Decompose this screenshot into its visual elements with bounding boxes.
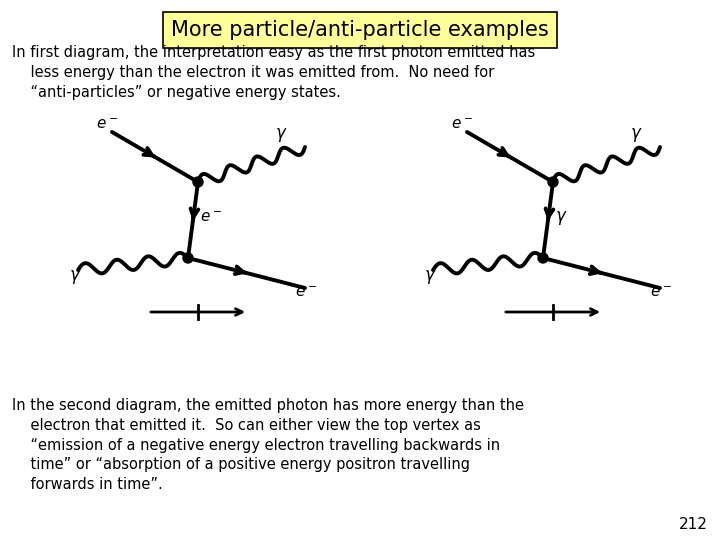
Circle shape — [548, 177, 558, 187]
Circle shape — [193, 177, 203, 187]
Text: $\gamma$: $\gamma$ — [69, 268, 82, 286]
Text: $e^-$: $e^-$ — [650, 285, 672, 300]
Text: More particle/anti-particle examples: More particle/anti-particle examples — [171, 20, 549, 40]
Circle shape — [538, 253, 548, 263]
Text: $\gamma$: $\gamma$ — [424, 268, 437, 286]
Text: In first diagram, the interpretation easy as the first photon emitted has
    le: In first diagram, the interpretation eas… — [12, 45, 535, 99]
Text: In the second diagram, the emitted photon has more energy than the
    electron : In the second diagram, the emitted photo… — [12, 398, 524, 492]
Text: $e^-$: $e^-$ — [295, 285, 317, 300]
Text: $e^-$: $e^-$ — [200, 211, 222, 226]
Text: $\gamma$: $\gamma$ — [275, 126, 287, 144]
Text: 212: 212 — [679, 517, 708, 532]
Text: $\gamma$: $\gamma$ — [555, 209, 567, 227]
Text: $\gamma$: $\gamma$ — [630, 126, 642, 144]
Text: $e^-$: $e^-$ — [451, 117, 473, 132]
Text: $e^-$: $e^-$ — [96, 117, 118, 132]
Circle shape — [183, 253, 193, 263]
